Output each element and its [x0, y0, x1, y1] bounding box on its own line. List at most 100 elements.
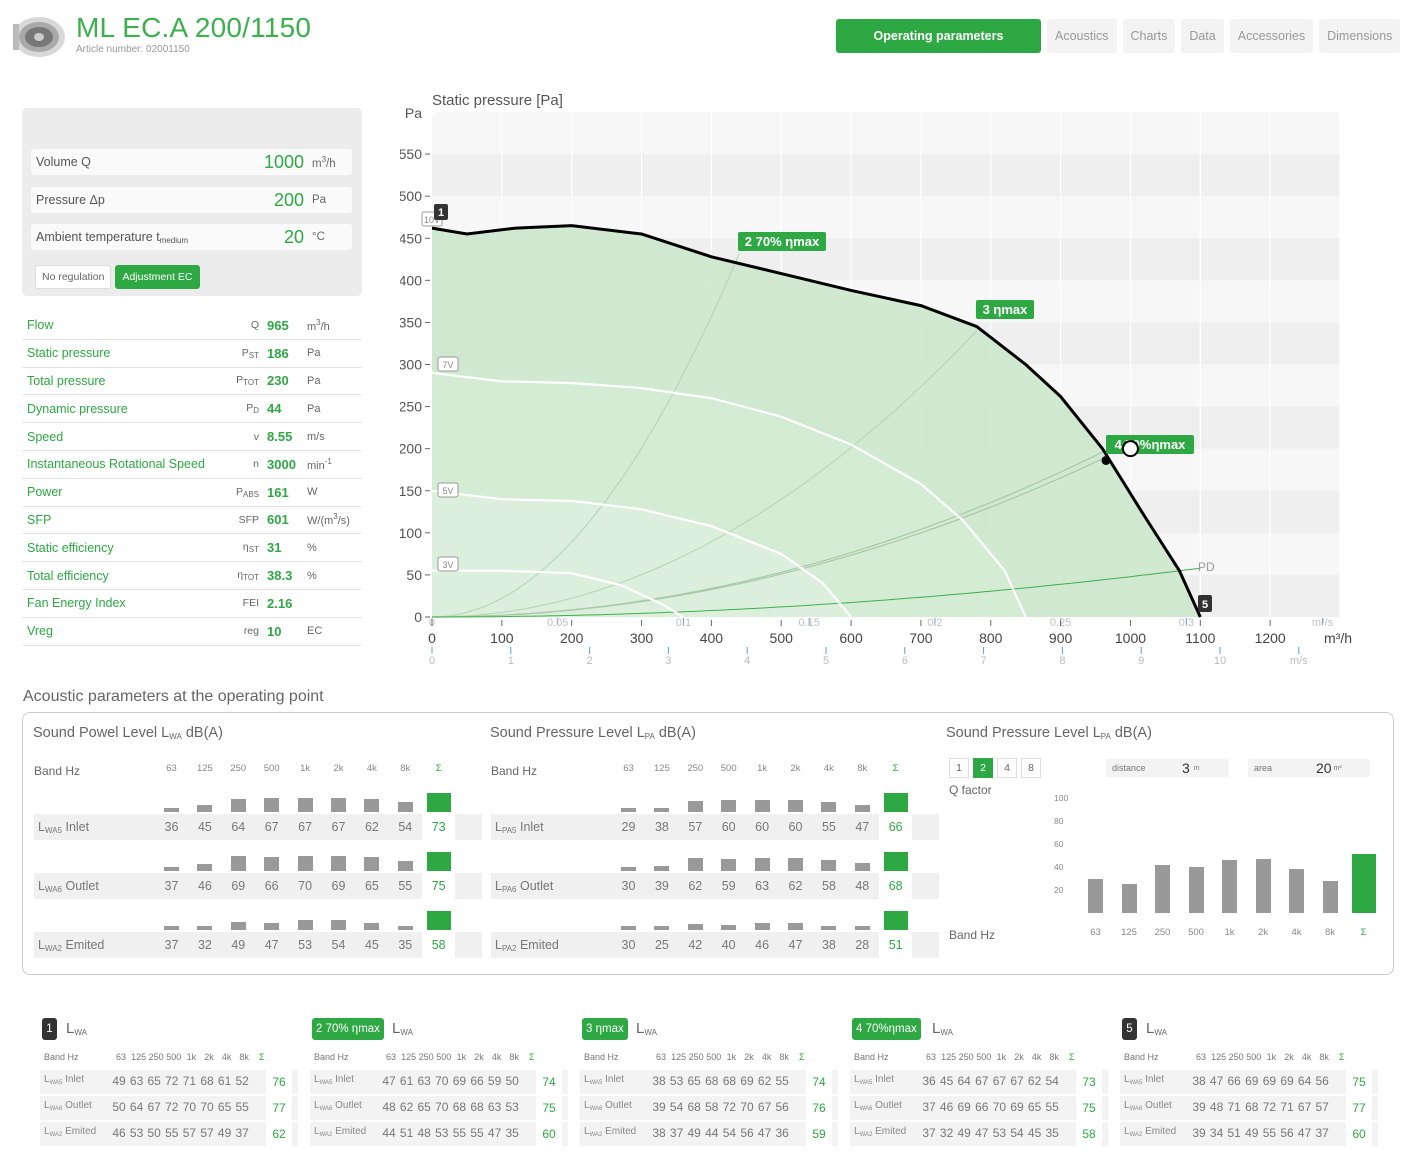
q-factor-button-1[interactable]: 1	[949, 758, 969, 778]
value-cell: 67	[975, 1074, 989, 1088]
distance-field[interactable]: distance 3 m	[1106, 759, 1228, 777]
level-bar	[331, 920, 346, 930]
value-cell: 37	[235, 1126, 249, 1140]
tab-operating-parameters[interactable]: Operating parameters	[836, 19, 1041, 53]
parameter-row: Fan Energy Index FEI 2.16	[22, 590, 362, 618]
adjustment-ec-button[interactable]: Adjustment EC	[115, 265, 200, 289]
parameter-value: 161	[267, 484, 289, 500]
value-cell: 49	[957, 1126, 971, 1140]
parameter-name: SFP	[27, 512, 52, 527]
x-tick-label: 1000	[1115, 630, 1146, 646]
parameter-row: Instantaneous Rotational Speed n 3000 min-1	[22, 451, 362, 479]
band-header: 500	[1188, 927, 1204, 938]
value-cell: 37	[164, 879, 179, 893]
area-field[interactable]: area 20 m²	[1248, 759, 1370, 777]
parameter-name: Dynamic pressure	[27, 401, 128, 416]
q-factor-button-2[interactable]: 2	[973, 758, 993, 778]
parameter-row: Speed v 8.55 m/s	[22, 423, 362, 451]
pd-label: PD	[1198, 560, 1215, 574]
no-regulation-button[interactable]: No regulation	[35, 265, 112, 289]
q-factor-button-8[interactable]: 8	[1021, 758, 1041, 778]
value-cell: 75	[536, 1096, 562, 1120]
volume-field[interactable]: Volume Q 1000 m3/h	[31, 149, 352, 175]
point-table-row: LWA2 Emited 37 32 49 47 53 54 45 35 58	[850, 1122, 1108, 1146]
tab-accessories[interactable]: Accessories	[1229, 19, 1314, 53]
value-cell: 50	[505, 1074, 519, 1088]
pressure-field[interactable]: Pressure Δp 200 Pa	[31, 187, 352, 213]
value-cell: 59	[721, 879, 736, 893]
level-bar	[654, 926, 670, 930]
value-cell: 32	[197, 938, 212, 952]
row-label: LPA2 Emited	[495, 937, 559, 953]
value-cell: 72	[165, 1074, 179, 1088]
value-cell: 67	[147, 1100, 161, 1114]
level-bar	[754, 800, 770, 812]
parameter-unit: EC	[307, 625, 323, 638]
speed-tick-label: 5	[823, 655, 829, 667]
value-cell: 45	[1027, 1126, 1042, 1140]
level-bar	[821, 925, 837, 930]
level-bar	[230, 856, 246, 871]
lwa-label: LWA	[392, 1020, 413, 1037]
row-label: LWA5 Inlet	[1124, 1074, 1165, 1086]
parameter-symbol: PTOT	[236, 374, 259, 388]
parameter-unit: Pa	[307, 347, 321, 360]
value-cell: 35	[505, 1126, 519, 1140]
acoustic-row: LWA6 Outlet 37 46 69 66 70 69 65 55 75	[34, 873, 482, 899]
band-label: Band Hz	[1124, 1052, 1159, 1062]
row-label: LWA2 Emited	[854, 1126, 907, 1138]
row-label: LWA2 Emited	[38, 937, 105, 953]
tab-acoustics[interactable]: Acoustics	[1047, 19, 1117, 53]
band-header: 8k	[509, 1052, 519, 1062]
value-cell: 30	[621, 879, 636, 893]
parameter-row: SFP SFP 601 W/(m3/s)	[22, 507, 362, 535]
band-header: Σ	[529, 1052, 535, 1062]
value-cell: 62	[788, 879, 803, 893]
band-header: 4k	[1291, 927, 1302, 938]
level-bar	[397, 926, 413, 930]
value-cell: 47	[855, 820, 870, 834]
value-cell: 45	[939, 1074, 954, 1088]
x-tick-label: 900	[1049, 630, 1073, 646]
parameter-symbol: PST	[241, 346, 259, 360]
band-header: 125	[196, 763, 213, 774]
band-label: Band Hz	[314, 1052, 349, 1062]
band-header: 2k	[1284, 1052, 1294, 1062]
band-header: 500	[436, 1052, 452, 1062]
q-factor-button-4[interactable]: 4	[997, 758, 1017, 778]
value-cell: 60	[755, 820, 770, 834]
tab-charts[interactable]: Charts	[1122, 19, 1176, 53]
tab-dimensions[interactable]: Dimensions	[1319, 19, 1401, 53]
acoustic-section-title: Acoustic parameters at the operating poi…	[23, 688, 324, 705]
value-cell: 51	[879, 932, 913, 958]
band-header: 250	[688, 1052, 704, 1062]
tab-data[interactable]: Data	[1181, 19, 1224, 53]
level-bar	[788, 922, 803, 930]
acoustic-row: LPA6 Outlet 30 39 62 59 63 62 58 48 68	[491, 873, 939, 899]
input-panel: Volume Q 1000 m3/h Pressure Δp 200 Pa Am…	[22, 108, 362, 296]
x-axis-label: m³/h	[1324, 630, 1352, 646]
lwa-label: LWA	[636, 1020, 657, 1037]
voltage-tag-label: 10V	[424, 215, 440, 225]
point-table-row: LWA5 Inlet 38 53 65 68 68 69 62 55 74	[580, 1070, 838, 1094]
y-tick-label: 550	[400, 146, 422, 162]
band-header: 4k	[366, 763, 377, 774]
ambient-temperature-field[interactable]: Ambient temperature tmedium 20 °C	[31, 224, 352, 250]
level-bar	[884, 852, 909, 871]
value-cell: 75	[1076, 1096, 1102, 1120]
parameter-symbol: PD	[246, 402, 259, 416]
parameter-unit: min-1	[307, 456, 332, 472]
ms-tick-label: 0.2	[927, 617, 942, 629]
value-cell: 45	[364, 938, 379, 952]
value-cell: 47	[975, 1126, 989, 1140]
parameter-value: 8.55	[267, 429, 293, 445]
band-header: 8k	[779, 1052, 789, 1062]
value-cell: 64	[129, 1100, 144, 1114]
band-header: 125	[401, 1052, 417, 1062]
value-cell: 67	[264, 820, 279, 834]
chart-title: Static pressure [Pa]	[432, 92, 563, 109]
y-tick-label: 300	[400, 357, 422, 373]
value-cell: 38	[654, 820, 669, 834]
parameter-unit: Pa	[307, 402, 321, 415]
value-cell: 38	[652, 1074, 666, 1088]
